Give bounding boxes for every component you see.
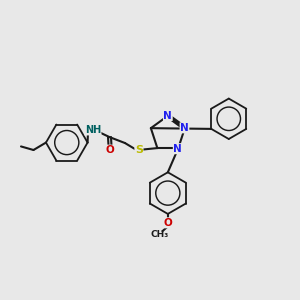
Text: N: N xyxy=(173,144,182,154)
Text: O: O xyxy=(106,145,115,155)
Text: N: N xyxy=(180,123,189,133)
Text: O: O xyxy=(164,218,172,228)
Text: N: N xyxy=(164,110,172,121)
Text: S: S xyxy=(135,145,143,154)
Text: CH₃: CH₃ xyxy=(150,230,169,238)
Text: NH: NH xyxy=(85,125,101,135)
